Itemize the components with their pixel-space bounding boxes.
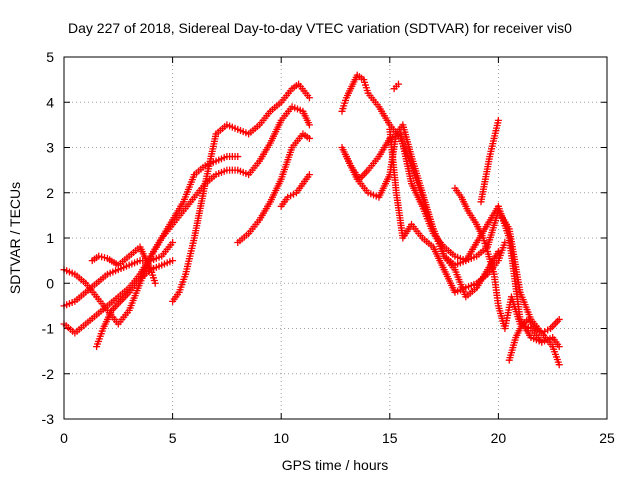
x-tick-label: 25 xyxy=(599,430,615,446)
y-tick-label: 0 xyxy=(46,275,54,291)
grid-lines xyxy=(64,57,607,419)
series-track-12 xyxy=(386,125,509,296)
data-point-marker xyxy=(169,239,177,247)
y-tick-label: 5 xyxy=(46,49,54,65)
data-point-marker xyxy=(394,80,402,88)
series-track-8 xyxy=(277,171,313,210)
data-points xyxy=(60,71,563,369)
series-track-9 xyxy=(338,71,563,351)
data-point-marker xyxy=(151,279,159,287)
data-point-marker xyxy=(501,239,509,247)
data-point-marker xyxy=(234,153,242,161)
data-point-marker xyxy=(305,134,313,142)
data-point-marker xyxy=(305,171,313,179)
x-tick-label: 20 xyxy=(491,430,507,446)
series-track-4 xyxy=(88,243,159,287)
data-point-marker xyxy=(305,94,313,102)
data-point-marker xyxy=(555,315,563,323)
series-track-15 xyxy=(477,116,502,206)
y-axis-label: SDTVAR / TECUs xyxy=(7,182,23,294)
series-track-10 xyxy=(338,130,563,369)
series-track-5 xyxy=(93,257,177,351)
data-point-marker xyxy=(538,338,546,346)
data-point-marker xyxy=(555,343,563,351)
series-track-6 xyxy=(169,80,313,305)
y-tick-label: -1 xyxy=(42,321,55,337)
y-tick-label: 3 xyxy=(46,140,54,156)
y-tick-label: 1 xyxy=(46,230,54,246)
x-tick-label: 0 xyxy=(60,430,68,446)
chart-title: Day 227 of 2018, Sidereal Day-to-day VTE… xyxy=(68,20,572,36)
y-tick-label: 4 xyxy=(46,94,54,110)
series-track-13 xyxy=(390,80,402,93)
series-track-16 xyxy=(505,315,563,364)
x-tick-label: 5 xyxy=(169,430,177,446)
data-point-marker xyxy=(494,116,502,124)
data-point-marker xyxy=(169,257,177,265)
y-tick-label: 2 xyxy=(46,185,54,201)
x-tick-label: 15 xyxy=(382,430,398,446)
series-track-7 xyxy=(234,130,313,247)
y-tick-label: -3 xyxy=(42,411,55,427)
data-point-marker xyxy=(555,361,563,369)
y-tick-label: -2 xyxy=(42,366,55,382)
axis-ticks: 0 5 10 15 20 25 -3 -2 -1 0 1 2 3 4 5 xyxy=(42,49,615,446)
x-tick-label: 10 xyxy=(273,430,289,446)
data-point-marker xyxy=(305,121,313,129)
x-axis-label: GPS time / hours xyxy=(282,457,389,473)
plot-frame xyxy=(63,56,608,420)
